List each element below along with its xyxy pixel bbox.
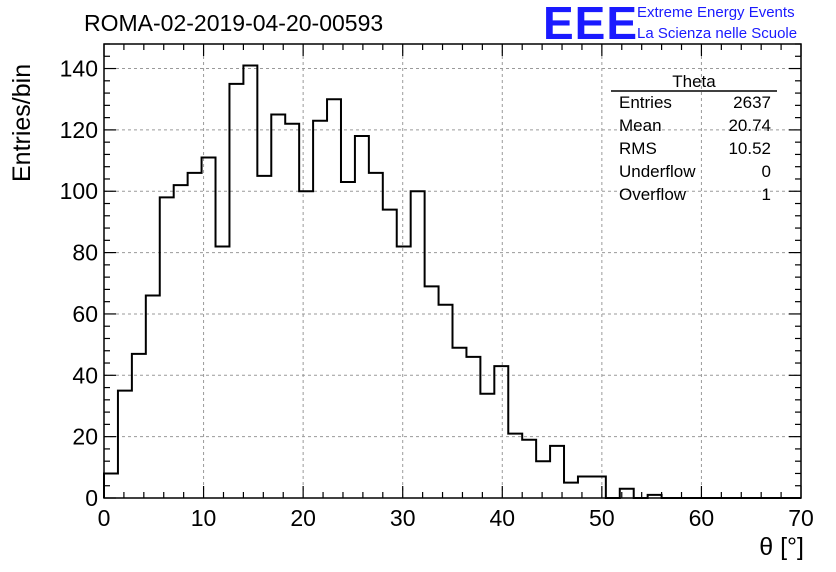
x-tick-label: 20: [290, 505, 316, 531]
stats-row-overflow: Overflow 1: [619, 185, 771, 205]
y-tick-label: 20: [72, 424, 98, 450]
y-axis-label: Entries/bin: [8, 63, 36, 182]
eee-logo: EEE: [543, 0, 639, 49]
eee-logo-line1: Extreme Energy Events: [637, 4, 795, 21]
stats-row-entries: Entries 2637: [619, 93, 771, 113]
stats-value: 10.52: [728, 139, 771, 158]
eee-logo-line2: La Scienza nelle Scuole: [637, 25, 798, 42]
y-tick-label: 40: [72, 362, 98, 388]
x-tick-label: 40: [489, 505, 515, 531]
stats-value: 20.74: [728, 116, 771, 135]
x-tick-label: 70: [788, 505, 814, 531]
run-title: ROMA-02-2019-04-20-00593: [84, 10, 384, 36]
y-tick-label: 80: [72, 240, 98, 266]
plot-frame: [103, 43, 802, 499]
stats-label: Mean: [619, 116, 662, 135]
stats-label: RMS: [619, 139, 657, 158]
stats-row-underflow: Underflow 0: [619, 162, 771, 182]
y-tick-label: 0: [85, 485, 98, 511]
stats-label: Entries: [619, 93, 672, 112]
y-tick-label: 120: [60, 117, 98, 143]
y-tick-label: 140: [60, 56, 98, 82]
stats-box-title: Theta: [672, 72, 716, 91]
x-tick-label: 30: [390, 505, 416, 531]
stats-value: 1: [761, 185, 771, 204]
x-tick-label: 50: [589, 505, 615, 531]
stats-label: Overflow: [619, 185, 687, 204]
stats-value: 2637: [733, 93, 771, 112]
x-tick-label: 60: [689, 505, 715, 531]
stats-row-rms: RMS 10.52: [619, 139, 771, 159]
x-tick-label: 0: [98, 505, 111, 531]
y-tick-label: 100: [60, 178, 98, 204]
x-axis-label: θ [°]: [759, 533, 804, 561]
stats-row-mean: Mean 20.74: [619, 116, 771, 136]
stats-label: Underflow: [619, 162, 696, 181]
stats-value: 0: [761, 162, 771, 181]
y-tick-label: 60: [72, 301, 98, 327]
histogram-step-line: [103, 64, 801, 499]
x-tick-label: 10: [191, 505, 217, 531]
